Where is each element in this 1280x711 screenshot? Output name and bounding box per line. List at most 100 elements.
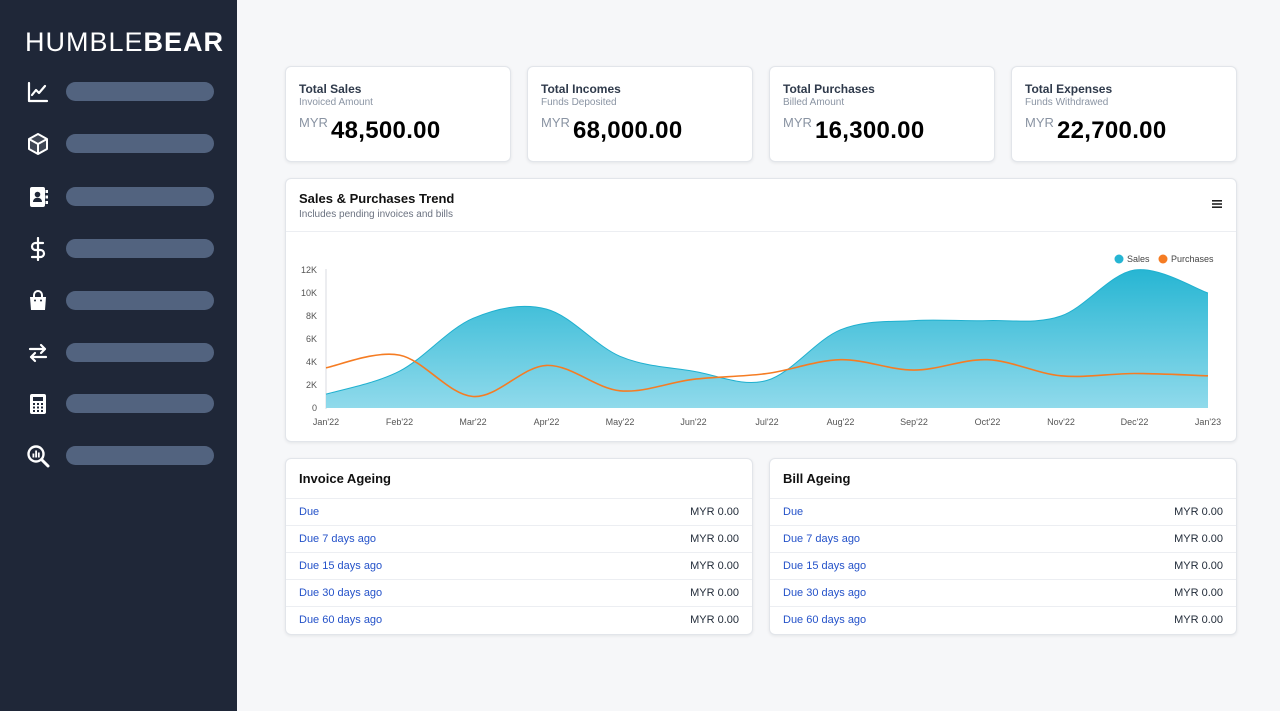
- x-tick-label: Oct'22: [975, 417, 1001, 427]
- ageing-link[interactable]: Due 30 days ago: [783, 587, 867, 599]
- ageing-link[interactable]: Due 15 days ago: [783, 560, 867, 572]
- x-tick-label: Jul'22: [755, 417, 778, 427]
- stat-subtitle: Billed Amount: [783, 97, 845, 108]
- stat-value: 48,500.00: [331, 117, 441, 144]
- chart-legend[interactable]: Sales Purchases: [1114, 254, 1215, 264]
- table-row: Due 7 days ago MYR 0.00: [286, 525, 752, 552]
- sidebar-item-label: [66, 291, 214, 310]
- stat-title: Total Expenses: [1025, 82, 1113, 96]
- x-tick-label: Apr'22: [534, 417, 560, 427]
- box-icon: [26, 132, 50, 156]
- sidebar-item-label: [66, 187, 214, 206]
- y-tick-label: 12K: [301, 265, 317, 275]
- sidebar-item-transfers[interactable]: [0, 332, 237, 372]
- y-tick-label: 8K: [306, 311, 317, 321]
- x-tick-label: Jan'23: [1195, 417, 1221, 427]
- chart-divider: [286, 231, 1236, 232]
- ageing-amount: MYR 0.00: [690, 587, 739, 599]
- table-row: Due 15 days ago MYR 0.00: [286, 552, 752, 579]
- stat-currency: MYR: [783, 115, 812, 130]
- y-tick-label: 10K: [301, 288, 317, 298]
- ageing-link[interactable]: Due 15 days ago: [299, 560, 383, 572]
- x-tick-label: Sep'22: [900, 417, 928, 427]
- legend-purchases-label: Purchases: [1171, 254, 1214, 264]
- legend-sales-label: Sales: [1127, 254, 1150, 264]
- stat-card-total-expenses: Total Expenses Funds Withdrawed MYR 22,7…: [1011, 66, 1237, 162]
- sidebar-item-reports[interactable]: [0, 435, 237, 475]
- bill-ageing-title: Bill Ageing: [783, 471, 851, 486]
- ageing-amount: MYR 0.00: [1174, 560, 1223, 572]
- calculator-icon: [26, 392, 50, 416]
- stat-currency: MYR: [1025, 115, 1054, 130]
- ageing-amount: MYR 0.00: [690, 614, 739, 626]
- y-tick-label: 6K: [306, 334, 317, 344]
- sidebar: HUMBLEBEAR: [0, 0, 237, 711]
- purchases-line: [325, 353, 1209, 398]
- sidebar-item-products[interactable]: [0, 123, 237, 163]
- table-row: Due 15 days ago MYR 0.00: [770, 552, 1236, 579]
- stat-title: Total Sales: [299, 82, 362, 96]
- ageing-link[interactable]: Due 7 days ago: [299, 533, 377, 545]
- y-tick-label: 4K: [306, 357, 317, 367]
- sidebar-item-label: [66, 394, 214, 413]
- sidebar-item-purchases[interactable]: [0, 280, 237, 320]
- sidebar-item-label: [66, 239, 214, 258]
- hamburger-menu-icon[interactable]: [1210, 197, 1224, 211]
- sales-line: [325, 269, 1209, 395]
- legend-sales-swatch: [1114, 254, 1124, 264]
- table-row: Due 30 days ago MYR 0.00: [286, 579, 752, 606]
- y-tick-label: 2K: [306, 380, 317, 390]
- stat-subtitle: Funds Deposited: [541, 97, 617, 108]
- legend-purchases-swatch: [1158, 254, 1168, 264]
- sidebar-item-label: [66, 446, 214, 465]
- ageing-amount: MYR 0.00: [1174, 587, 1223, 599]
- sidebar-item-contacts[interactable]: [0, 176, 237, 216]
- stat-title: Total Incomes: [541, 82, 621, 96]
- search-report-icon: [26, 444, 50, 468]
- bill-ageing-card: Bill Ageing Due MYR 0.00 Due 7 days ago …: [769, 458, 1237, 635]
- stat-title: Total Purchases: [783, 82, 875, 96]
- sidebar-item-dashboard[interactable]: [0, 71, 237, 111]
- stat-value: 22,700.00: [1057, 117, 1167, 144]
- x-tick-label: Feb'22: [386, 417, 413, 427]
- trend-chart: 0 2K 4K 6K 8K 10K 12K Jan'22 Feb'22 Mar'22 Apr'22…: [301, 254, 1221, 427]
- stat-value: 16,300.00: [815, 117, 925, 144]
- stat-currency: MYR: [541, 115, 570, 130]
- x-tick-label: Aug'22: [827, 417, 855, 427]
- transfer-arrows-icon: [26, 341, 50, 365]
- invoice-ageing-card: Invoice Ageing Due MYR 0.00 Due 7 days a…: [285, 458, 753, 635]
- trend-chart-card: Sales & Purchases Trend Includes pending…: [285, 178, 1237, 442]
- ageing-link[interactable]: Due: [299, 506, 320, 518]
- sidebar-item-label: [66, 343, 214, 362]
- ageing-amount: MYR 0.00: [1174, 533, 1223, 545]
- brand-bold: BEAR: [143, 27, 225, 57]
- stat-currency: MYR: [299, 115, 328, 130]
- dollar-icon: [26, 237, 50, 261]
- ageing-amount: MYR 0.00: [1174, 614, 1223, 626]
- table-row: Due 30 days ago MYR 0.00: [770, 579, 1236, 606]
- ageing-amount: MYR 0.00: [690, 560, 739, 572]
- table-row: Due MYR 0.00: [770, 498, 1236, 525]
- chart-subtitle: Includes pending invoices and bills: [299, 209, 453, 220]
- sidebar-item-label: [66, 134, 214, 153]
- ageing-link[interactable]: Due 60 days ago: [299, 614, 383, 626]
- invoice-ageing-title: Invoice Ageing: [299, 471, 391, 486]
- ageing-link[interactable]: Due 30 days ago: [299, 587, 383, 599]
- table-row: Due MYR 0.00: [286, 498, 752, 525]
- y-tick-label: 0: [312, 403, 317, 413]
- ageing-link[interactable]: Due 7 days ago: [783, 533, 861, 545]
- chart-title: Sales & Purchases Trend: [299, 191, 455, 206]
- ageing-link[interactable]: Due 60 days ago: [783, 614, 867, 626]
- ageing-amount: MYR 0.00: [690, 506, 739, 518]
- sidebar-item-accounting[interactable]: [0, 383, 237, 423]
- x-tick-label: May'22: [606, 417, 635, 427]
- brand-logo[interactable]: HUMBLEBEAR: [25, 27, 224, 58]
- chart-line-icon: [26, 80, 50, 104]
- sidebar-item-sales[interactable]: [0, 228, 237, 268]
- stat-card-total-incomes: Total Incomes Funds Deposited MYR 68,000…: [527, 66, 753, 162]
- table-row: Due 7 days ago MYR 0.00: [770, 525, 1236, 552]
- sales-area: [326, 269, 1208, 408]
- x-tick-label: Mar'22: [459, 417, 486, 427]
- ageing-link[interactable]: Due: [783, 506, 804, 518]
- shopping-bag-icon: [26, 289, 50, 313]
